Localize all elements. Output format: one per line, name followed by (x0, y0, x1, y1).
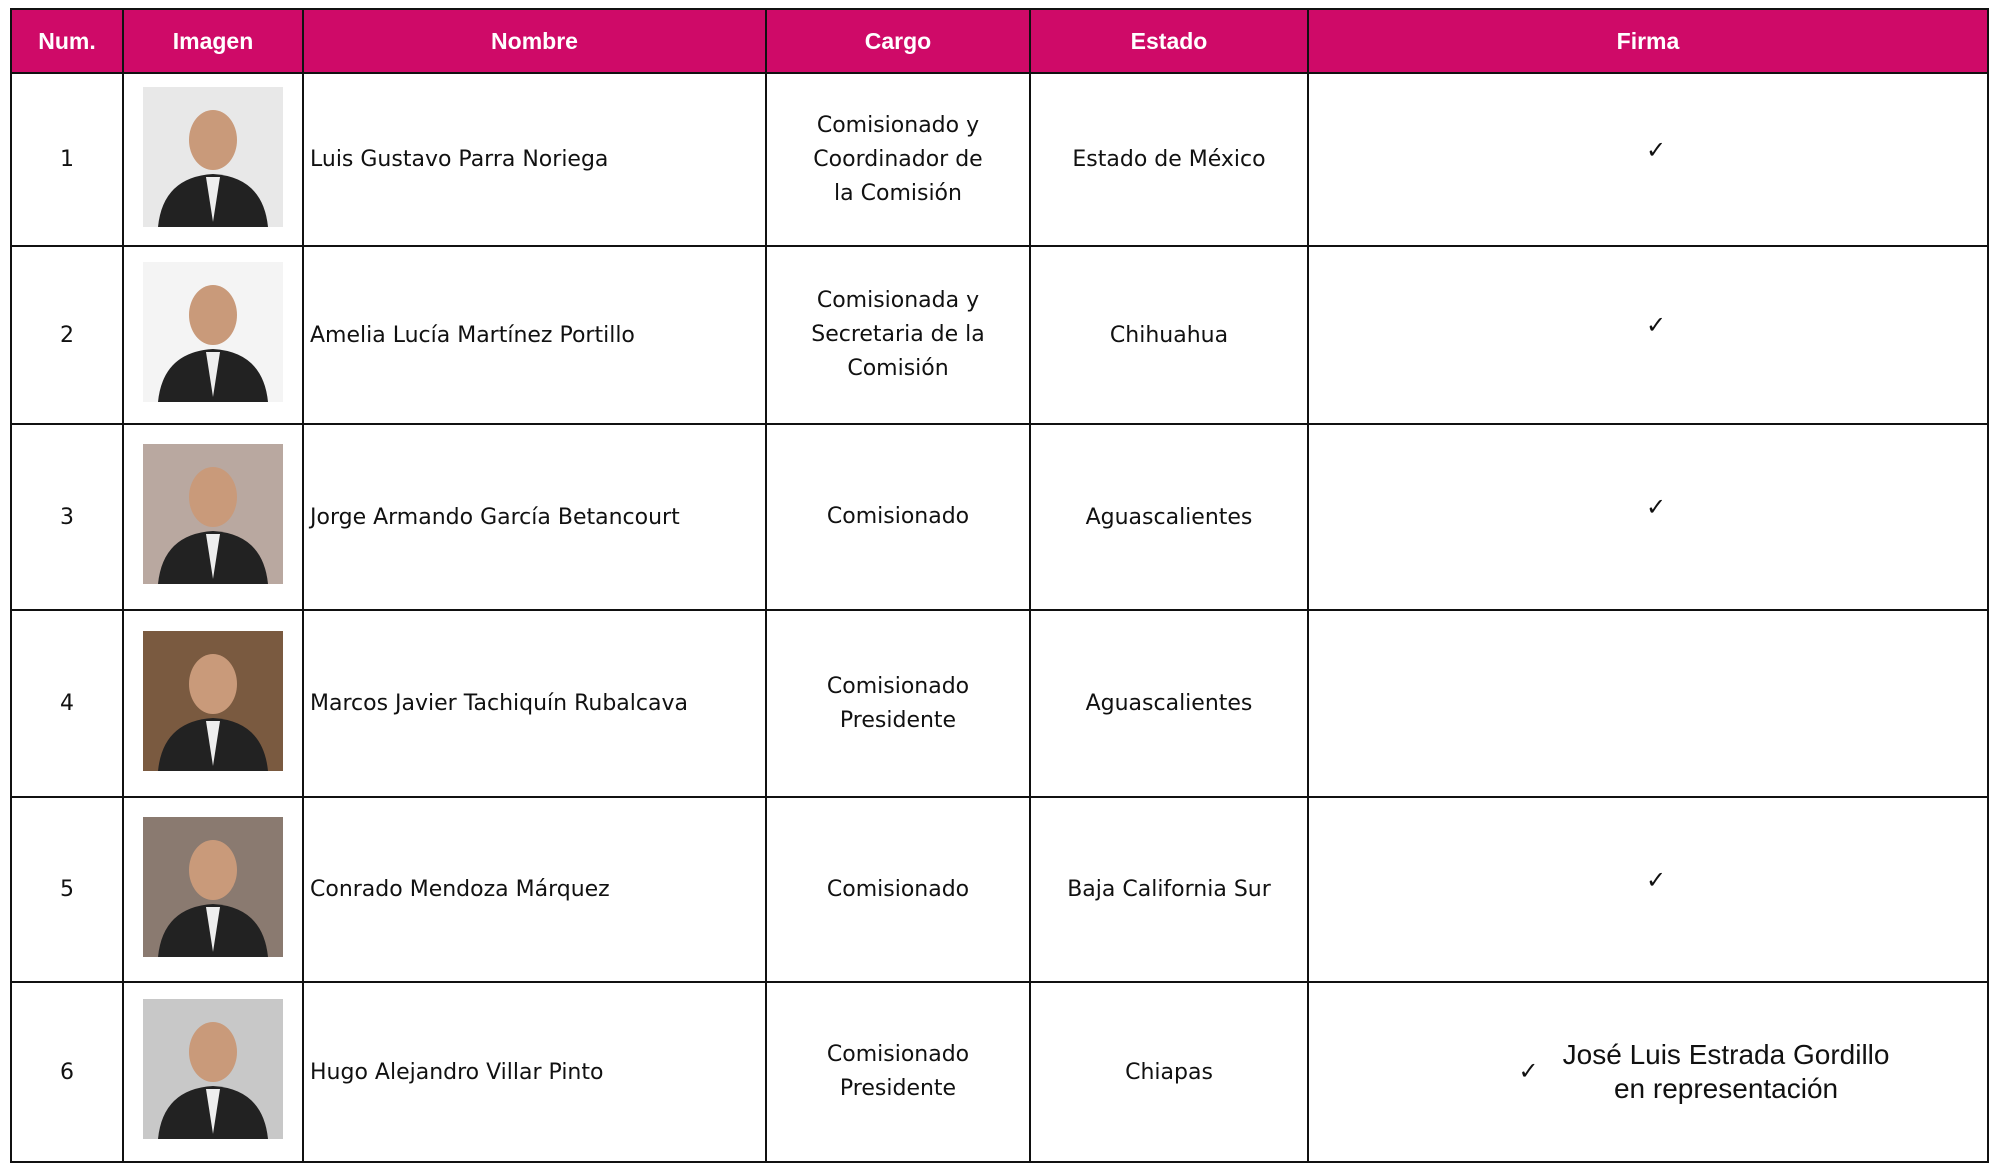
check-mark: ✓ (1645, 493, 1667, 521)
estado-cell: Aguascalientes (1029, 609, 1309, 798)
photo-cell (122, 423, 304, 611)
photo-cell (122, 981, 304, 1163)
header-cell: Cargo (765, 8, 1031, 74)
num-cell: 3 (10, 423, 124, 611)
note-line: en representación (1613, 1073, 1839, 1104)
photo-cell (122, 796, 304, 983)
photo (143, 816, 283, 957)
firma-cell (1307, 609, 1989, 798)
photo (143, 262, 283, 402)
header-cell: Imagen (122, 8, 304, 74)
row: 6 Hugo Alejandro Villar Pinto Comisionado … (10, 981, 1989, 1163)
photo-cell (122, 609, 304, 798)
row: 1 Luis Gustavo Parra Noriega Comisionado y… (10, 72, 1989, 247)
name-cell: Hugo Alejandro Villar Pinto (302, 981, 767, 1163)
photo (143, 86, 283, 227)
estado-cell: Chihuahua (1029, 245, 1309, 425)
check-mark: ✓ (1645, 865, 1667, 894)
estado-cell: Estado de México (1029, 72, 1309, 247)
firma-cell: ✓ (1307, 72, 1989, 247)
note-text: José Luis Estrada Gordillo en representac… (1563, 1038, 1890, 1106)
header-row: Num. Imagen Nombre Cargo Estado Firma (10, 8, 1989, 74)
firma-note: ✓ José Luis Estrada Gordillo en representa… (1309, 1038, 1987, 1106)
name-cell: Conrado Mendoza Márquez (302, 796, 767, 983)
cargo-cell: Comisionado Presidente (765, 981, 1031, 1163)
photo-cell (122, 245, 304, 425)
firma-cell: ✓ José Luis Estrada Gordillo en representa… (1307, 981, 1989, 1163)
row: 4 Marcos Javier Tachiquín Rubalcava Comisi… (10, 609, 1989, 798)
cargo-cell: Comisionado (765, 796, 1031, 983)
photo-cell (122, 72, 304, 247)
row: 5 Conrado Mendoza Márquez Comisionado Baja … (10, 796, 1989, 983)
check-mark: ✓ (1518, 1058, 1539, 1085)
estado-cell: Baja California Sur (1029, 796, 1309, 983)
check-mark: ✓ (1645, 311, 1667, 339)
cargo-cell: Comisionado (765, 423, 1031, 611)
estado-cell: Chiapas (1029, 981, 1309, 1163)
name-cell: Amelia Lucía Martínez Portillo (302, 245, 767, 425)
row: 3 Jorge Armando García Betancourt Comision… (10, 423, 1989, 611)
name-cell: Marcos Javier Tachiquín Rubalcava (302, 609, 767, 798)
cargo-cell: Comisionado Presidente (765, 609, 1031, 798)
cargo-cell: Comisionada y Secretaria de la Comisión (765, 245, 1031, 425)
num-cell: 6 (10, 981, 124, 1163)
header-cell: Nombre (302, 8, 767, 74)
header-cell: Firma (1307, 8, 1989, 74)
num-cell: 4 (10, 609, 124, 798)
firma-cell: ✓ (1307, 245, 1989, 425)
firma-cell: ✓ (1307, 796, 1989, 983)
photo (143, 444, 283, 584)
row: 2 Amelia Lucía Martínez Portillo Comisiona… (10, 245, 1989, 425)
header-cell: Num. (10, 8, 124, 74)
cargo-cell: Comisionado y Coordinador de la Comisión (765, 72, 1031, 247)
estado-cell: Aguascalientes (1029, 423, 1309, 611)
header-cell: Estado (1029, 8, 1309, 74)
num-cell: 1 (10, 72, 124, 247)
check-mark: ✓ (1645, 135, 1667, 164)
photo (143, 999, 283, 1139)
name-cell: Jorge Armando García Betancourt (302, 423, 767, 611)
firma-table: Num. Imagen Nombre Cargo Estado Firma 1 Luis G… (10, 8, 1989, 1163)
name-cell: Luis Gustavo Parra Noriega (302, 72, 767, 247)
photo (143, 630, 283, 771)
firma-cell: ✓ (1307, 423, 1989, 611)
num-cell: 2 (10, 245, 124, 425)
note-line: José Luis Estrada Gordillo (1562, 1039, 1890, 1070)
num-cell: 5 (10, 796, 124, 983)
